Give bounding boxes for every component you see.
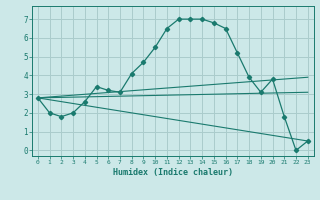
X-axis label: Humidex (Indice chaleur): Humidex (Indice chaleur) xyxy=(113,168,233,177)
